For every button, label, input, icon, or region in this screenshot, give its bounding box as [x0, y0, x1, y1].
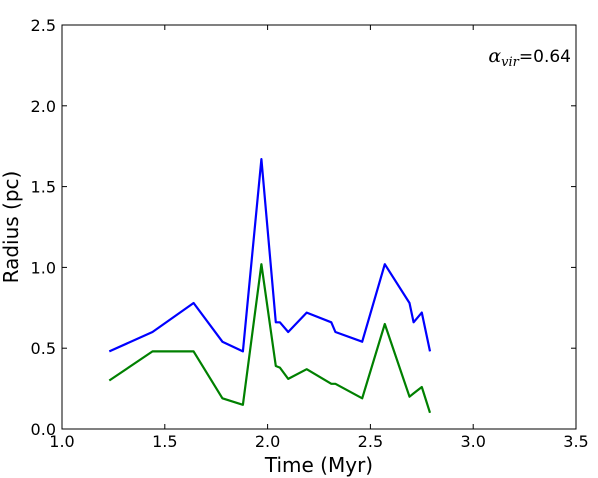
x-tick-label-1: 1.5 [152, 432, 177, 451]
x-tick-label-3: 2.5 [358, 432, 383, 451]
alpha-subscript: vir [501, 55, 520, 70]
x-tick-label-4: 3.0 [460, 432, 485, 451]
y-tick-label-3: 1.5 [31, 178, 56, 197]
x-tick-label-2: 2.0 [255, 432, 280, 451]
y-tick-label-5: 2.5 [31, 16, 56, 35]
series-line-2 [108, 263, 432, 414]
ticks-layer: 1.0 1.5 2.0 2.5 3.0 3.5 0.0 0.5 1.0 1.5 2.0 2.5 [31, 16, 589, 451]
y-axis-label: Radius (pc) [0, 171, 23, 284]
series-layer [108, 158, 432, 414]
alpha-vir-annotation: αvir=0.64 [488, 45, 571, 70]
plot-frame [61, 24, 577, 430]
x-axis-label: Time (Myr) [264, 453, 373, 477]
series-line-1 [108, 158, 432, 353]
y-tick-label-4: 2.0 [31, 97, 56, 116]
alpha-symbol: α [488, 45, 501, 67]
x-tick-label-0: 1.0 [49, 432, 74, 451]
y-tick-label-2: 1.0 [31, 258, 56, 277]
alpha-value: =0.64 [519, 47, 571, 67]
y-tick-label-1: 0.5 [31, 339, 56, 358]
x-tick-label-5: 3.5 [563, 432, 588, 451]
y-tick-label-0: 0.0 [31, 420, 56, 439]
